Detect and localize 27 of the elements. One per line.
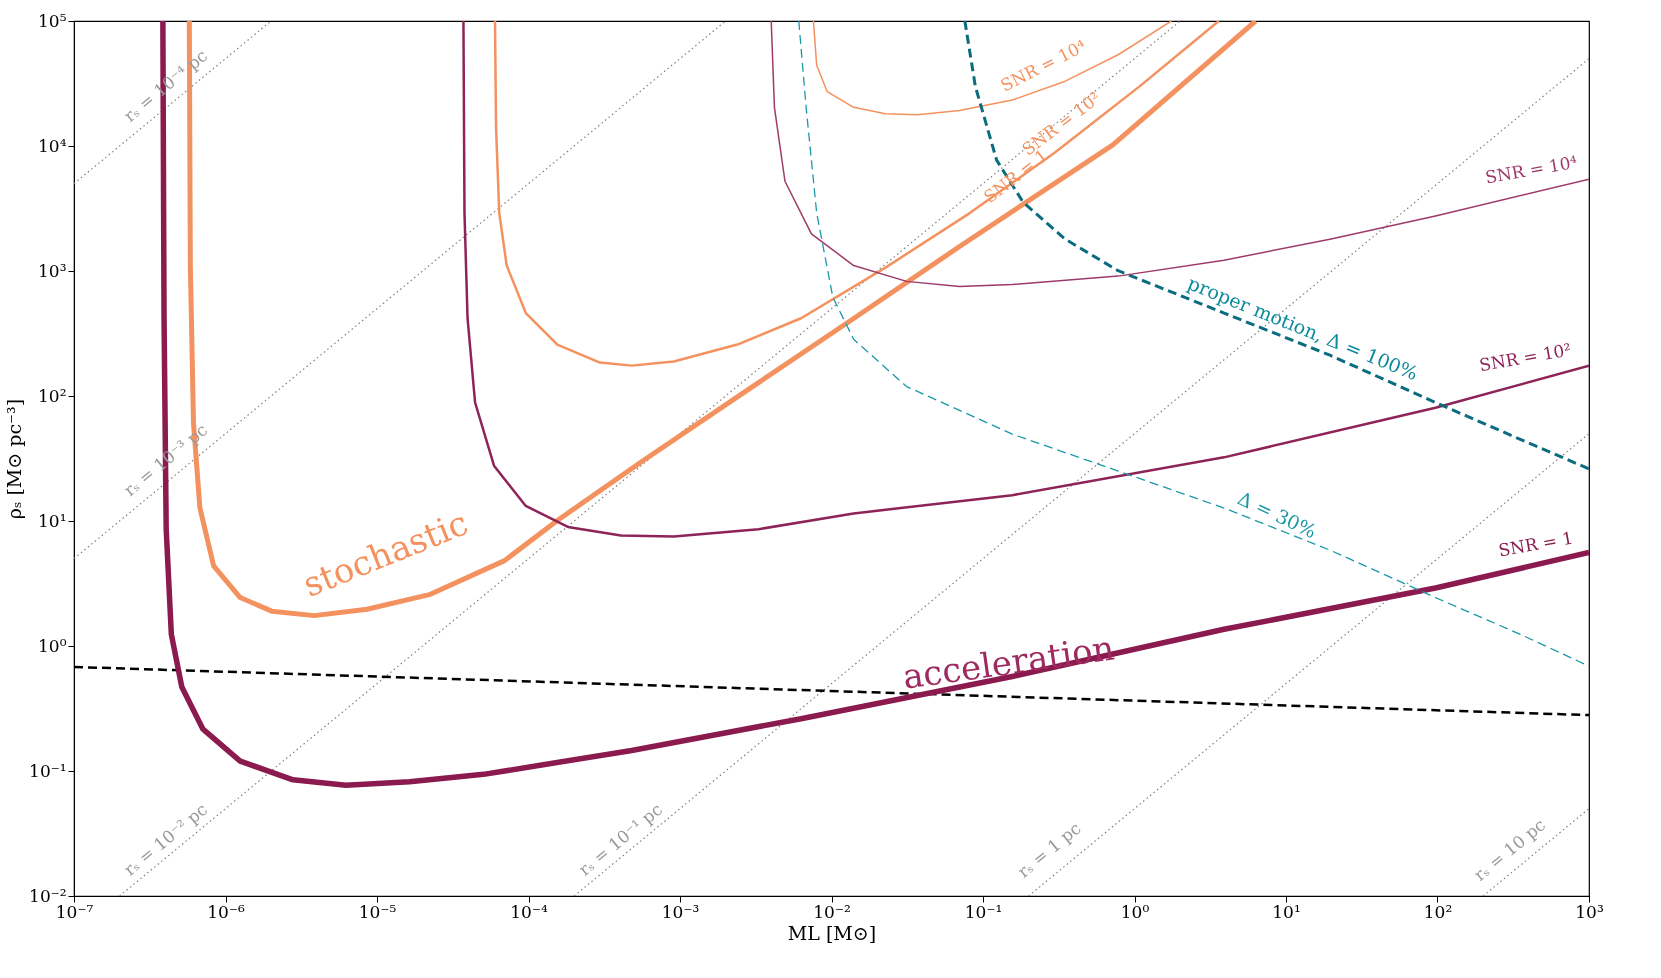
annotation: SNR = 10⁴ [1483,151,1579,188]
y-tick-label: 10⁰ [38,635,67,656]
x-tick-label: 10⁻⁵ [358,901,397,922]
annotation: SNR = 1 [1497,527,1575,561]
x-tick-label: 10³ [1575,901,1604,922]
annotation: SNR = 10² [1477,339,1573,376]
x-tick-label: 10² [1423,901,1453,922]
x-axis-title: ML [M⊙] [787,921,877,944]
annotation: SNR = 10⁴ [997,35,1090,96]
y-tick-label: 10³ [38,260,67,281]
y-tick-label: 10² [38,385,67,406]
x-tick-label: 10¹ [1272,901,1301,922]
annotation: acceleration [900,627,1117,697]
x-tick-label: 10⁻⁶ [207,901,245,922]
x-tick-label: 10⁻³ [661,901,700,922]
annotation: rₛ = 10 pc [1469,814,1550,885]
y-tick-label: 10¹ [38,510,67,531]
x-tick-label: 10⁰ [1120,901,1150,922]
x-tick-label: 10⁻⁴ [510,901,548,922]
y-axis-title: ρₛ [M⊙ pc⁻³] [3,398,26,520]
y-tick-label: 10⁵ [38,10,67,31]
x-tick-label: 10⁻² [813,901,851,922]
x-tick-label: 10⁻¹ [964,901,1003,922]
y-tick-label: 10⁴ [38,135,67,156]
y-tick-label: 10⁻¹ [29,760,67,781]
annotation: rₛ = 1 pc [1013,817,1085,882]
annotation: Δ = 30% [1234,486,1321,543]
